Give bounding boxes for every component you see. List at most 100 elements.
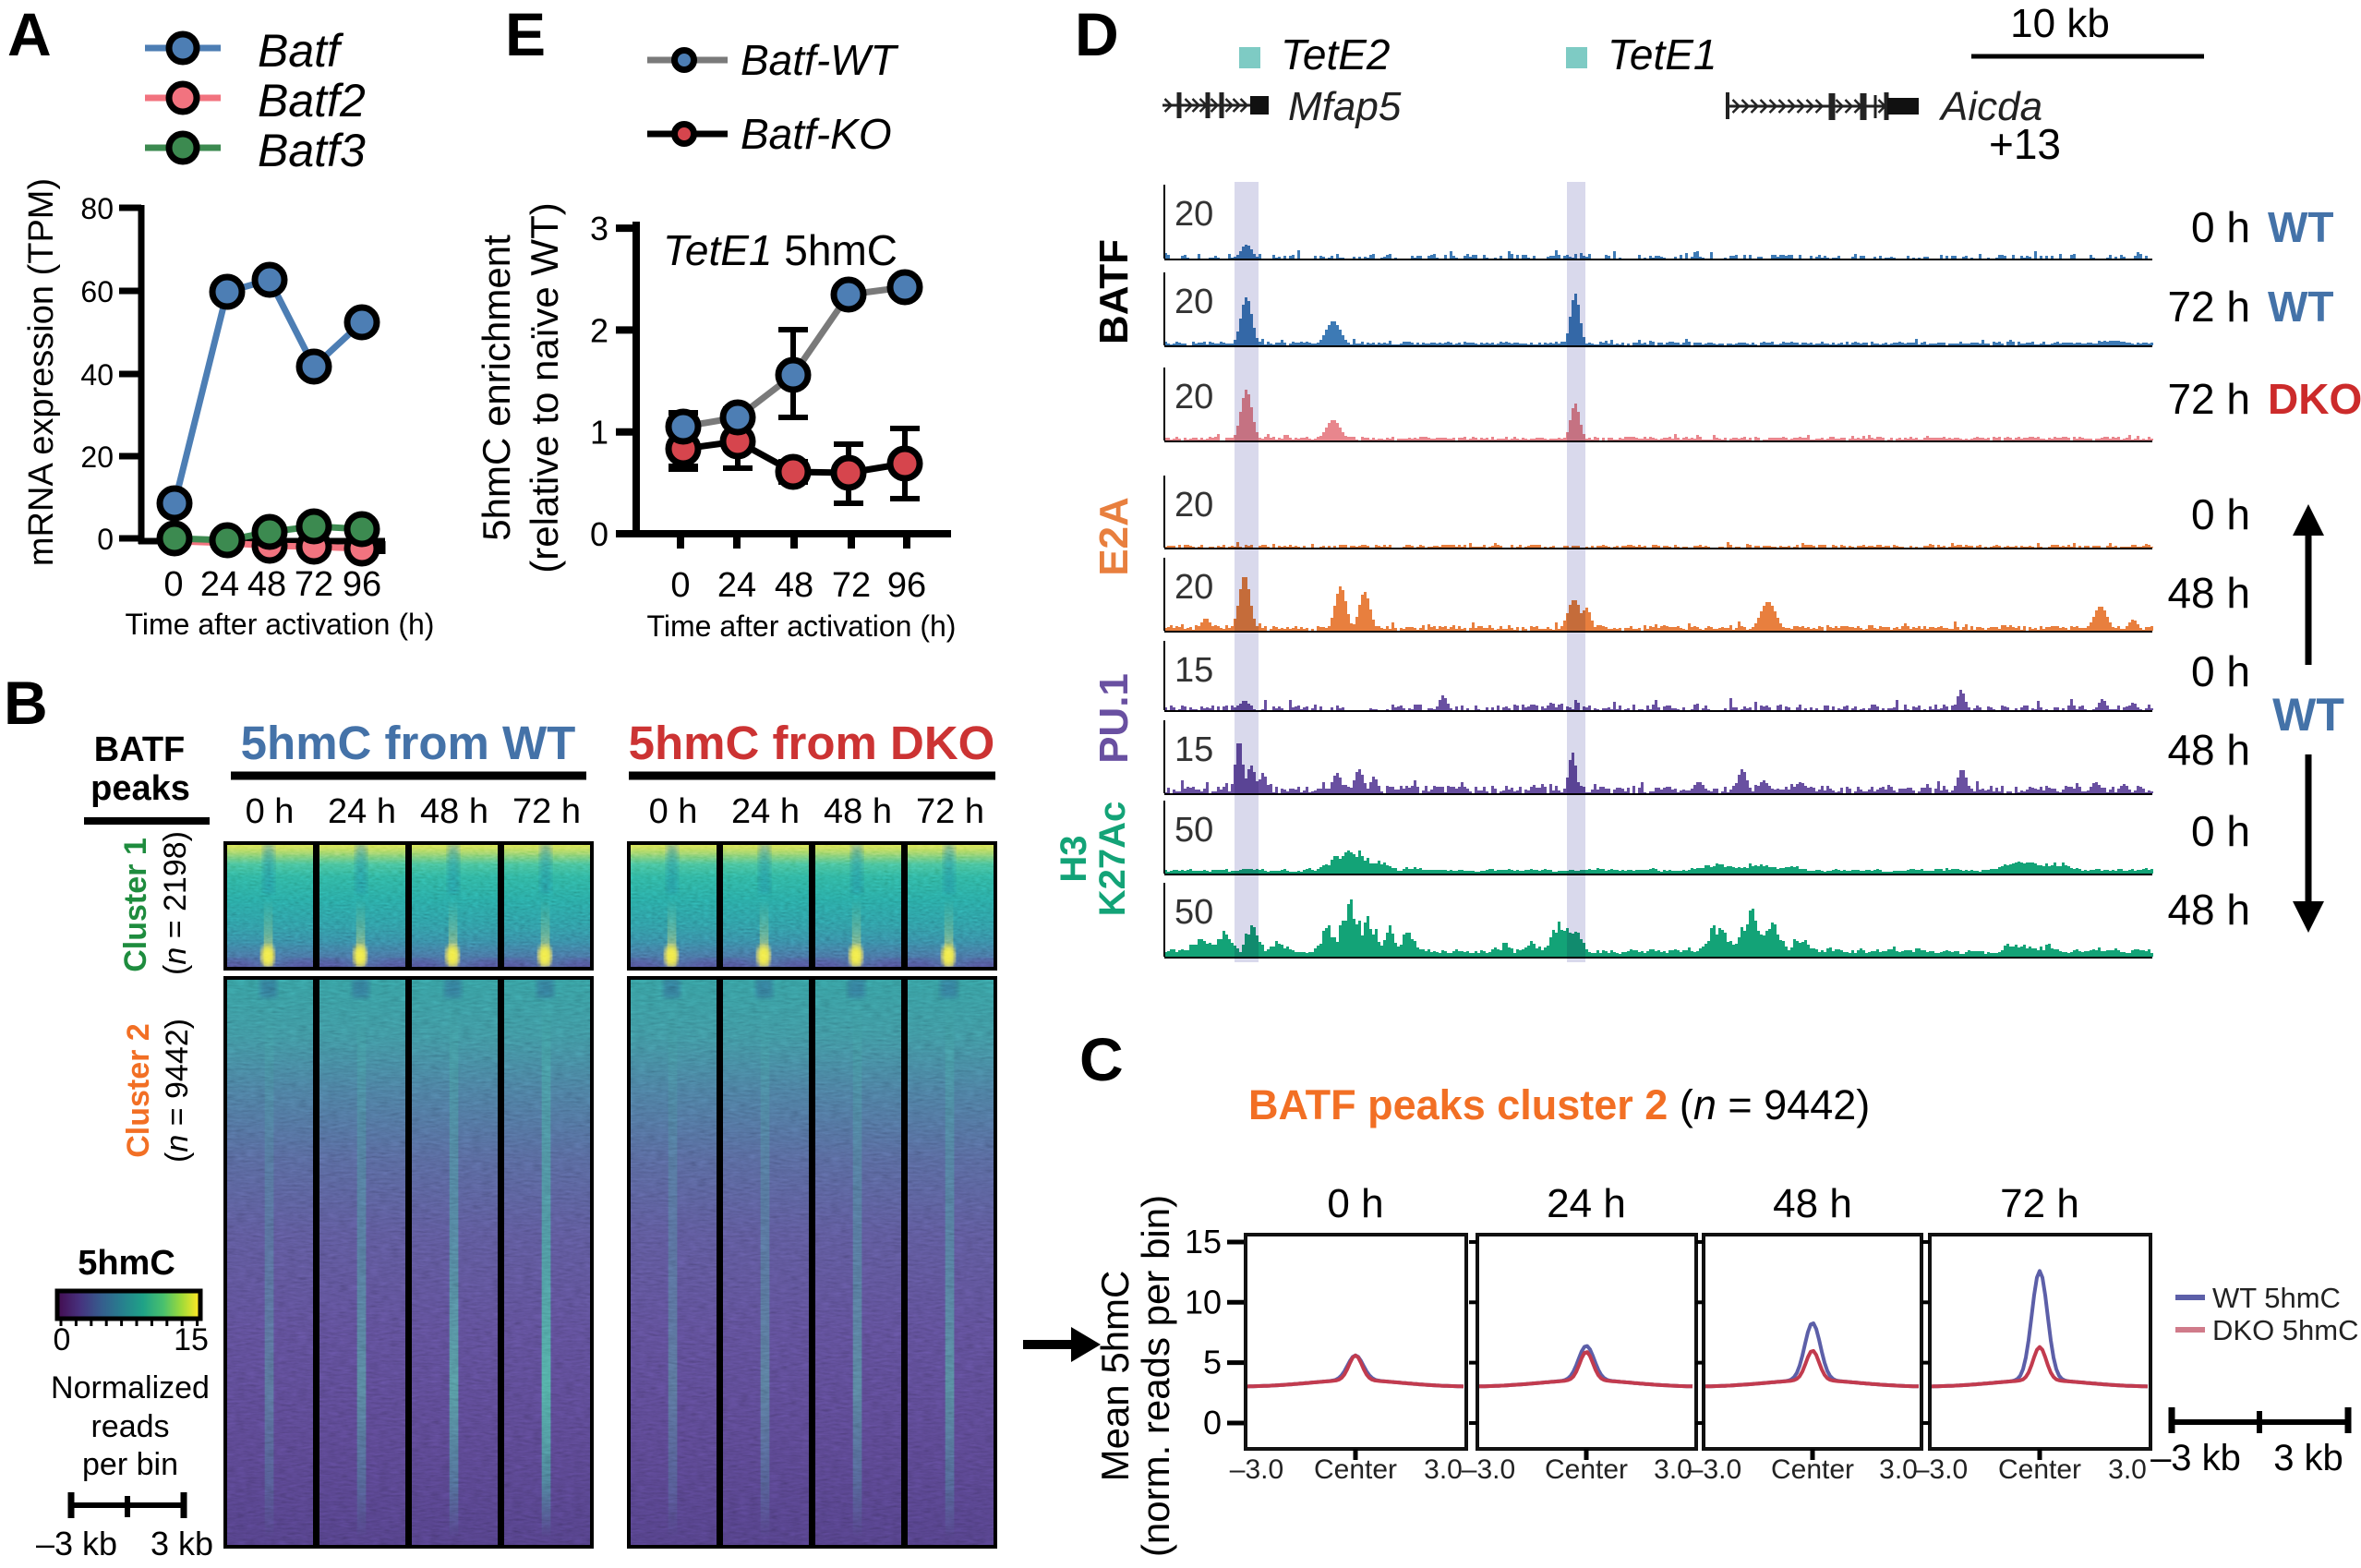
- svg-text:40: 40: [80, 358, 114, 392]
- svg-text:0 h: 0 h: [649, 792, 698, 831]
- svg-text:24 h: 24 h: [731, 792, 800, 831]
- svg-text:peaks: peaks: [90, 769, 190, 808]
- svg-text:Time after activation (h): Time after activation (h): [647, 609, 957, 643]
- svg-text:24: 24: [717, 566, 756, 605]
- svg-text:48: 48: [247, 565, 286, 604]
- svg-text:15: 15: [1185, 1223, 1222, 1260]
- svg-text:20: 20: [1174, 283, 1213, 321]
- svg-text:72 h: 72 h: [512, 792, 581, 831]
- svg-text:–3.0: –3.0: [1230, 1454, 1283, 1485]
- svg-text:72 h: 72 h: [916, 792, 984, 831]
- svg-text:3.0: 3.0: [1424, 1454, 1463, 1485]
- svg-text:48 h: 48 h: [2167, 569, 2250, 617]
- svg-text:per bin: per bin: [82, 1447, 178, 1482]
- svg-text:24: 24: [200, 565, 239, 604]
- svg-text:+13: +13: [1989, 120, 2061, 168]
- svg-text:96: 96: [343, 565, 381, 604]
- svg-text:5hmC from DKO: 5hmC from DKO: [629, 717, 995, 769]
- svg-text:(relative to naïve WT): (relative to naïve WT): [523, 202, 566, 573]
- svg-text:WT: WT: [2268, 283, 2334, 331]
- svg-text:Batf3: Batf3: [258, 125, 366, 176]
- svg-text:Mean 5hmC: Mean 5hmC: [1093, 1271, 1137, 1482]
- svg-text:3: 3: [590, 210, 608, 247]
- svg-text:E: E: [505, 0, 546, 68]
- svg-text:3.0: 3.0: [2108, 1454, 2147, 1485]
- svg-text:(norm. reads per bin): (norm. reads per bin): [1134, 1195, 1177, 1557]
- svg-text:72 h: 72 h: [2000, 1181, 2079, 1226]
- svg-text:(n = 9442): (n = 9442): [160, 1019, 195, 1163]
- svg-text:50: 50: [1174, 893, 1213, 932]
- svg-text:Mfap5: Mfap5: [1288, 84, 1402, 129]
- svg-text:D: D: [1075, 0, 1119, 68]
- svg-text:Batf2: Batf2: [258, 75, 366, 127]
- svg-text:–3.0: –3.0: [1914, 1454, 1968, 1485]
- svg-text:3 kb: 3 kb: [2273, 1438, 2343, 1478]
- svg-text:Normalized: Normalized: [51, 1370, 210, 1405]
- svg-text:Center: Center: [1771, 1454, 1854, 1485]
- svg-text:72 h: 72 h: [2167, 375, 2250, 423]
- svg-text:3.0: 3.0: [1654, 1454, 1692, 1485]
- svg-text:5hmC enrichment: 5hmC enrichment: [475, 235, 518, 541]
- svg-text:20: 20: [1174, 195, 1213, 234]
- svg-text:60: 60: [80, 275, 114, 308]
- svg-text:Batf: Batf: [258, 25, 344, 77]
- svg-text:5: 5: [1203, 1344, 1222, 1381]
- svg-text:–3.0: –3.0: [1688, 1454, 1741, 1485]
- svg-text:48 h: 48 h: [2167, 726, 2250, 774]
- svg-text:20: 20: [1174, 378, 1213, 416]
- svg-text:24 h: 24 h: [1547, 1181, 1626, 1226]
- svg-text:(n = 2198): (n = 2198): [158, 831, 193, 975]
- svg-text:Center: Center: [1998, 1454, 2081, 1485]
- svg-text:20: 20: [1174, 486, 1213, 525]
- svg-text:5hmC: 5hmC: [78, 1244, 175, 1283]
- svg-text:15: 15: [174, 1322, 209, 1357]
- svg-text:TetE2: TetE2: [1281, 30, 1391, 78]
- svg-text:PU.1: PU.1: [1091, 673, 1137, 764]
- svg-text:mRNA expression (TPM): mRNA expression (TPM): [22, 178, 61, 566]
- svg-text:10: 10: [1185, 1283, 1222, 1321]
- svg-text:20: 20: [80, 440, 114, 474]
- svg-text:BATF: BATF: [1091, 239, 1137, 344]
- svg-text:20: 20: [1174, 568, 1213, 607]
- svg-text:0 h: 0 h: [1327, 1181, 1383, 1226]
- svg-text:0: 0: [1203, 1404, 1222, 1441]
- svg-text:TetE1: TetE1: [1608, 30, 1717, 78]
- svg-text:0 h: 0 h: [2191, 203, 2250, 251]
- svg-text:TetE1 5hmC: TetE1 5hmC: [663, 226, 897, 274]
- svg-text:BATF peaks cluster 2 (n = 9442: BATF peaks cluster 2 (n = 9442): [1248, 1081, 1870, 1128]
- svg-text:DKO 5hmC: DKO 5hmC: [2212, 1314, 2358, 1346]
- svg-text:reads: reads: [90, 1409, 169, 1444]
- svg-text:H3: H3: [1054, 835, 1094, 882]
- svg-text:48: 48: [775, 566, 813, 605]
- svg-text:72 h: 72 h: [2167, 283, 2250, 331]
- svg-text:0 h: 0 h: [2191, 807, 2250, 855]
- svg-text:80: 80: [80, 192, 114, 225]
- svg-text:0: 0: [670, 566, 690, 605]
- svg-text:0: 0: [163, 565, 183, 604]
- svg-text:K27Ac: K27Ac: [1092, 802, 1133, 917]
- svg-text:0: 0: [54, 1322, 71, 1357]
- svg-text:Center: Center: [1545, 1454, 1628, 1485]
- svg-text:5hmC from WT: 5hmC from WT: [241, 717, 576, 769]
- svg-text:10 kb: 10 kb: [2010, 1, 2110, 46]
- svg-text:WT 5hmC: WT 5hmC: [2212, 1282, 2341, 1314]
- svg-text:48 h: 48 h: [824, 792, 892, 831]
- svg-text:WT: WT: [2272, 689, 2344, 741]
- svg-text:Cluster 2: Cluster 2: [121, 1023, 156, 1158]
- svg-text:E2A: E2A: [1091, 497, 1137, 576]
- svg-text:2: 2: [590, 311, 608, 349]
- svg-text:A: A: [7, 0, 52, 68]
- svg-text:72: 72: [832, 566, 871, 605]
- svg-text:24 h: 24 h: [328, 792, 396, 831]
- svg-text:0 h: 0 h: [2191, 647, 2250, 695]
- svg-text:15: 15: [1174, 651, 1213, 690]
- svg-text:BATF: BATF: [94, 730, 186, 769]
- svg-text:96: 96: [887, 566, 926, 605]
- svg-text:0: 0: [590, 515, 608, 553]
- svg-text:3 kb: 3 kb: [151, 1525, 213, 1562]
- svg-text:–3 kb: –3 kb: [36, 1525, 117, 1562]
- svg-text:0 h: 0 h: [246, 792, 295, 831]
- svg-text:B: B: [4, 669, 48, 737]
- svg-text:3.0: 3.0: [1879, 1454, 1918, 1485]
- svg-text:48 h: 48 h: [2167, 886, 2250, 934]
